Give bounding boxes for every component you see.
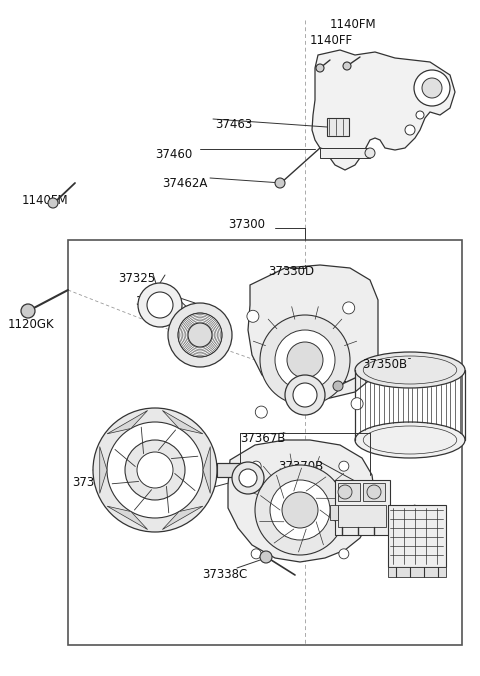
Circle shape [251, 549, 261, 559]
Polygon shape [312, 50, 455, 170]
Polygon shape [228, 440, 375, 562]
Circle shape [416, 111, 424, 119]
Circle shape [422, 78, 442, 98]
Circle shape [260, 315, 350, 405]
Text: 37300: 37300 [228, 218, 265, 231]
Text: 37370B: 37370B [278, 460, 323, 473]
Circle shape [343, 302, 355, 314]
Ellipse shape [355, 352, 465, 388]
Bar [327, 118, 349, 136]
Circle shape [137, 452, 173, 488]
Bar [68, 240, 462, 645]
Circle shape [343, 62, 351, 70]
Bar [335, 480, 390, 535]
Circle shape [316, 64, 324, 72]
Text: 1140FM: 1140FM [22, 194, 69, 207]
Circle shape [367, 485, 381, 499]
Text: 37390B: 37390B [370, 510, 415, 523]
Circle shape [255, 406, 267, 418]
Text: 37330D: 37330D [268, 265, 314, 278]
Circle shape [414, 70, 450, 106]
Text: 37350B: 37350B [362, 358, 407, 371]
Bar [388, 505, 446, 567]
Circle shape [351, 397, 363, 410]
Polygon shape [107, 410, 148, 434]
Bar [338, 483, 360, 501]
Text: 37462A: 37462A [162, 177, 207, 190]
Circle shape [232, 462, 264, 494]
Circle shape [93, 408, 217, 532]
Polygon shape [248, 265, 378, 398]
Circle shape [255, 465, 345, 555]
Circle shape [287, 342, 323, 378]
Polygon shape [162, 506, 203, 529]
Text: 1120GK: 1120GK [8, 318, 55, 331]
Circle shape [275, 330, 335, 390]
Circle shape [339, 549, 349, 559]
Text: 37334: 37334 [268, 358, 305, 371]
Bar [388, 505, 396, 520]
Polygon shape [203, 447, 210, 493]
Text: 37325: 37325 [118, 272, 155, 285]
Text: 37340: 37340 [72, 476, 109, 489]
Text: 37332: 37332 [310, 372, 347, 385]
Bar [217, 463, 247, 477]
Circle shape [188, 323, 212, 347]
Circle shape [293, 383, 317, 407]
Circle shape [147, 292, 173, 318]
Circle shape [275, 178, 285, 188]
Circle shape [365, 148, 375, 158]
Circle shape [21, 304, 35, 318]
Text: 1140FF: 1140FF [310, 34, 353, 47]
Circle shape [285, 375, 325, 415]
Polygon shape [107, 506, 148, 529]
Bar [338, 505, 386, 527]
Circle shape [282, 492, 318, 528]
Bar [320, 148, 370, 158]
Text: 37463: 37463 [215, 118, 252, 131]
Circle shape [138, 283, 182, 327]
Text: 1140FM: 1140FM [330, 18, 377, 31]
Text: 37460: 37460 [155, 148, 192, 161]
Circle shape [107, 422, 203, 518]
Circle shape [338, 485, 352, 499]
Circle shape [125, 440, 185, 500]
Text: 37367B: 37367B [240, 432, 286, 445]
Circle shape [339, 461, 349, 471]
Circle shape [178, 313, 222, 357]
Polygon shape [162, 410, 203, 434]
Text: 37342: 37342 [138, 496, 175, 509]
Bar [388, 567, 446, 577]
Circle shape [333, 381, 343, 391]
Text: 37338C: 37338C [202, 568, 247, 581]
Text: 37321A: 37321A [135, 295, 180, 308]
Circle shape [251, 461, 261, 471]
Bar [363, 483, 385, 501]
Circle shape [168, 303, 232, 367]
Ellipse shape [355, 422, 465, 458]
Circle shape [270, 480, 330, 540]
Bar [330, 505, 338, 520]
Circle shape [405, 125, 415, 135]
Polygon shape [100, 447, 107, 493]
Circle shape [239, 469, 257, 487]
Circle shape [260, 551, 272, 563]
Circle shape [48, 198, 58, 208]
Circle shape [247, 310, 259, 322]
